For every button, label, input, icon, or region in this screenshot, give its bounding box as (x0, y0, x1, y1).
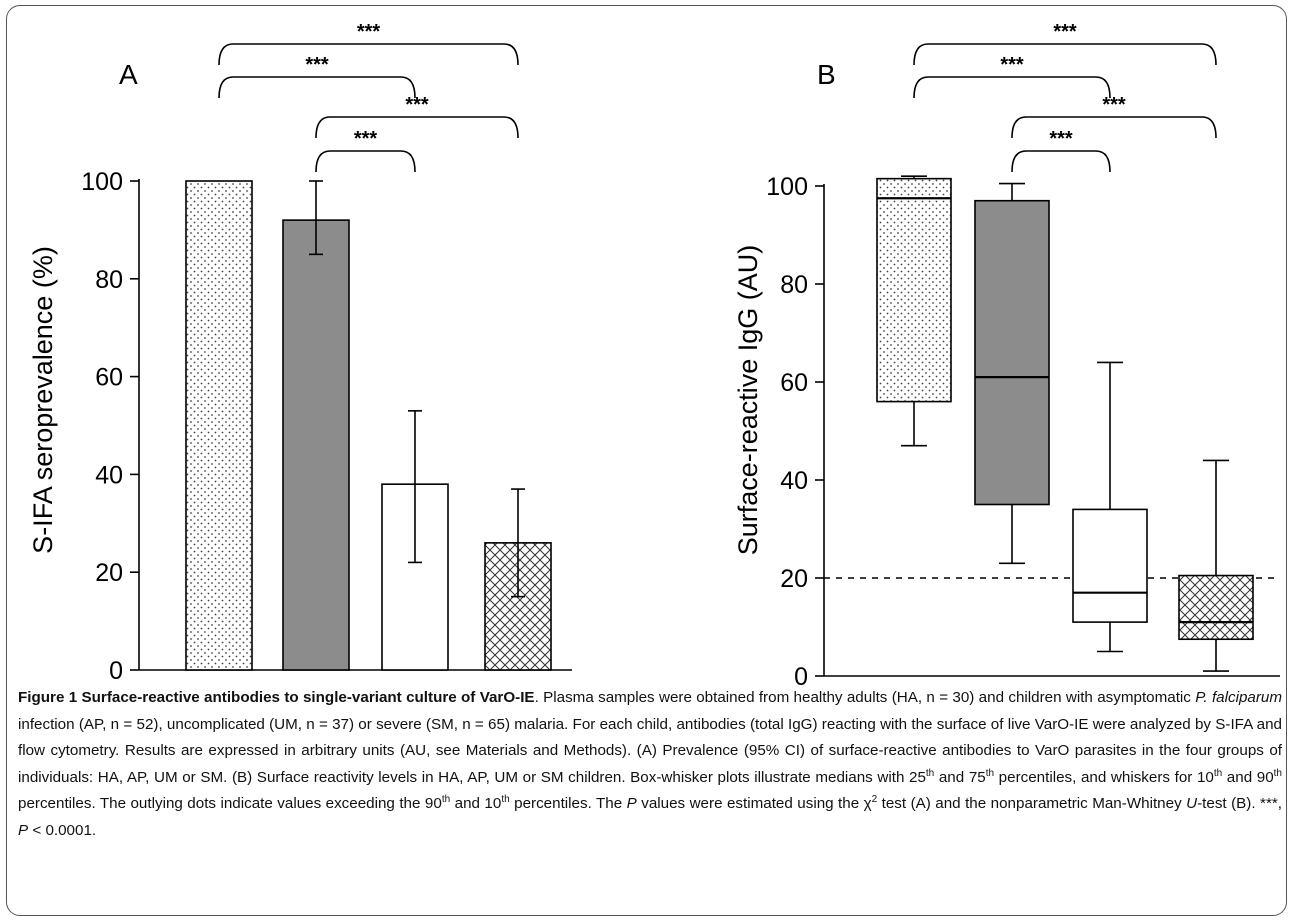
y-tick-label: 40 (95, 461, 123, 489)
caption-sup: th (1213, 767, 1223, 779)
box-um (1072, 508, 1148, 623)
y-tick-label: 100 (81, 168, 123, 196)
box-ha (876, 177, 952, 403)
significance-bracket (1011, 150, 1111, 173)
panel-a: A S-IFA seroprevalence (%) 020406080100 … (28, 21, 572, 685)
significance-bracket (913, 43, 1217, 66)
significance-label: *** (405, 94, 429, 116)
caption-text: and 10 (450, 795, 502, 812)
caption-text: percentiles. The outlying dots indicate … (18, 795, 442, 812)
y-axis-label-a: S-IFA seroprevalence (%) (28, 246, 58, 554)
figure-charts: A S-IFA seroprevalence (%) 020406080100 … (28, 21, 1280, 685)
box-sm (1178, 574, 1254, 641)
significance-label: *** (1102, 94, 1126, 116)
caption-italic: P. falciparum (1195, 689, 1283, 706)
caption-sup: th (1273, 767, 1282, 779)
y-tick-label: 80 (95, 266, 123, 294)
caption-text: and 75 (934, 768, 986, 786)
caption-italic: U (1186, 795, 1198, 812)
figure-caption: Figure 1 Surface-reactive antibodies to … (18, 685, 1282, 844)
y-tick-label: 20 (780, 565, 808, 593)
caption-text: -test (B). ***, (1197, 795, 1282, 812)
significance-label: *** (1000, 54, 1024, 76)
caption-sup: th (501, 793, 510, 805)
caption-italic: P (18, 821, 29, 839)
y-tick-label: 100 (766, 173, 808, 201)
y-tick-label: 60 (95, 364, 123, 392)
caption-sup: th (925, 767, 935, 779)
y-tick-label: 80 (780, 271, 808, 299)
caption-text: < 0.0001. (28, 821, 97, 839)
panel-label-b: B (817, 59, 836, 90)
caption-text: percentiles. The (509, 795, 627, 812)
significance-bracket (315, 116, 519, 139)
y-tick-label: 60 (780, 369, 808, 397)
caption-sup: th (441, 793, 451, 805)
significance-label: *** (1053, 21, 1077, 43)
caption-text: . Plasma samples were obtained from heal… (534, 689, 1196, 706)
significance-label: *** (1049, 128, 1073, 150)
significance-bracket (1011, 116, 1217, 139)
panel-label-a: A (119, 59, 138, 90)
caption-text: values were estimated using the χ (636, 795, 872, 812)
significance-label: *** (357, 21, 381, 43)
panel-b: B Surface-reactive IgG (AU) 0 20 40 60 80 100… (733, 21, 1280, 685)
caption-text: test (A) and the nonparametric Man-Whitn… (877, 795, 1187, 812)
y-axis-label-b: Surface-reactive IgG (AU) (733, 245, 763, 556)
y-tick-label: 0 (109, 657, 123, 685)
significance-label: *** (354, 128, 378, 150)
box-ap (974, 199, 1050, 506)
caption-sup: 2 (871, 793, 878, 805)
y-tick-label: 40 (780, 467, 808, 495)
figure-frame (6, 5, 1287, 916)
significance-label: *** (305, 54, 329, 76)
caption-text: percentiles, and whiskers for 10 (994, 768, 1214, 786)
y-tick-label: 0 (794, 663, 808, 685)
bar-ha (185, 180, 253, 671)
bar-ap (282, 219, 350, 671)
significance-bracket (315, 150, 416, 173)
caption-text: infection (AP, n = 52), uncomplicated (U… (18, 715, 1282, 786)
caption-title: Figure 1 Surface-reactive antibodies to … (18, 689, 535, 706)
significance-bracket (218, 43, 519, 66)
caption-text: and 90 (1222, 768, 1274, 786)
y-tick-label: 20 (95, 559, 123, 587)
significance-bracket (218, 76, 416, 99)
caption-sup: th (985, 767, 995, 779)
caption-italic: P (626, 795, 637, 812)
significance-bracket (913, 76, 1111, 99)
